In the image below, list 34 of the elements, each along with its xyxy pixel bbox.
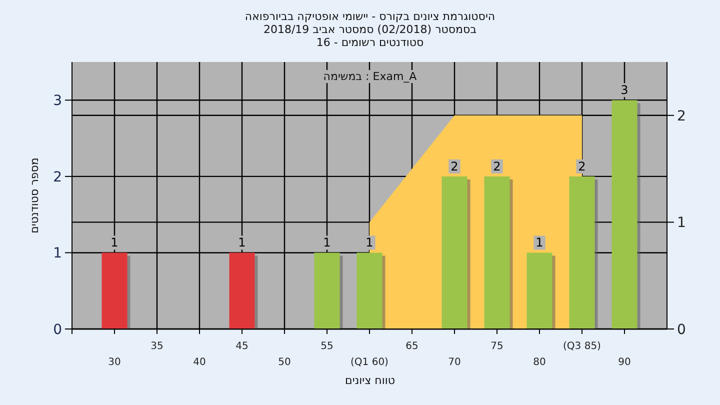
y2-tick-label: 1 — [677, 215, 686, 232]
y2-tick-label: 0 — [677, 322, 686, 338]
y-tick-label: 2 — [53, 169, 62, 186]
x-tick-label: (Q1 60) — [350, 357, 389, 368]
y2-tick-label: 2 — [677, 108, 686, 124]
data-label: 1 — [323, 236, 331, 250]
x-tick-label: 30 — [108, 357, 121, 368]
data-label: 1 — [238, 236, 246, 250]
x-tick-label: 75 — [490, 341, 504, 352]
annotation: במשימה : Exam_A — [323, 70, 418, 83]
y-tick-label: 0 — [53, 322, 62, 338]
chart-title: היסטוגרמת ציונים בקורס - יישומי אופטיקה בביורפואה — [244, 10, 496, 23]
data-label: 1 — [366, 236, 374, 250]
x-tick-label: (Q3 85) — [563, 341, 602, 352]
y-tick-label: 3 — [53, 93, 62, 110]
x-tick-label: 50 — [278, 357, 291, 368]
x-tick-label: 45 — [236, 341, 248, 352]
data-label: 2 — [450, 159, 458, 174]
x-tick-label: 70 — [448, 357, 461, 368]
y-axis-title: מספר סטודנטים — [28, 158, 41, 234]
x-tick-label: 80 — [533, 357, 546, 368]
x-tick-label: 90 — [618, 357, 631, 368]
y-tick-label: 1 — [53, 246, 62, 262]
x-tick-label: 40 — [193, 357, 206, 368]
data-label: 1 — [536, 236, 544, 250]
data-label: 3 — [620, 83, 628, 98]
chart-subtitle: בסמסטר (02/2018) סמסטר אביב 2018/19 16 - סטודנטים רשומים — [263, 23, 477, 49]
x-tick-label: 65 — [406, 341, 418, 352]
x-axis-title: טווח ציונים — [345, 374, 395, 387]
x-tick-label: 35 — [150, 341, 164, 352]
data-label: 2 — [493, 159, 501, 174]
data-label: 1 — [110, 236, 118, 250]
x-tick-label: 55 — [320, 341, 334, 352]
data-label: 2 — [578, 159, 586, 174]
